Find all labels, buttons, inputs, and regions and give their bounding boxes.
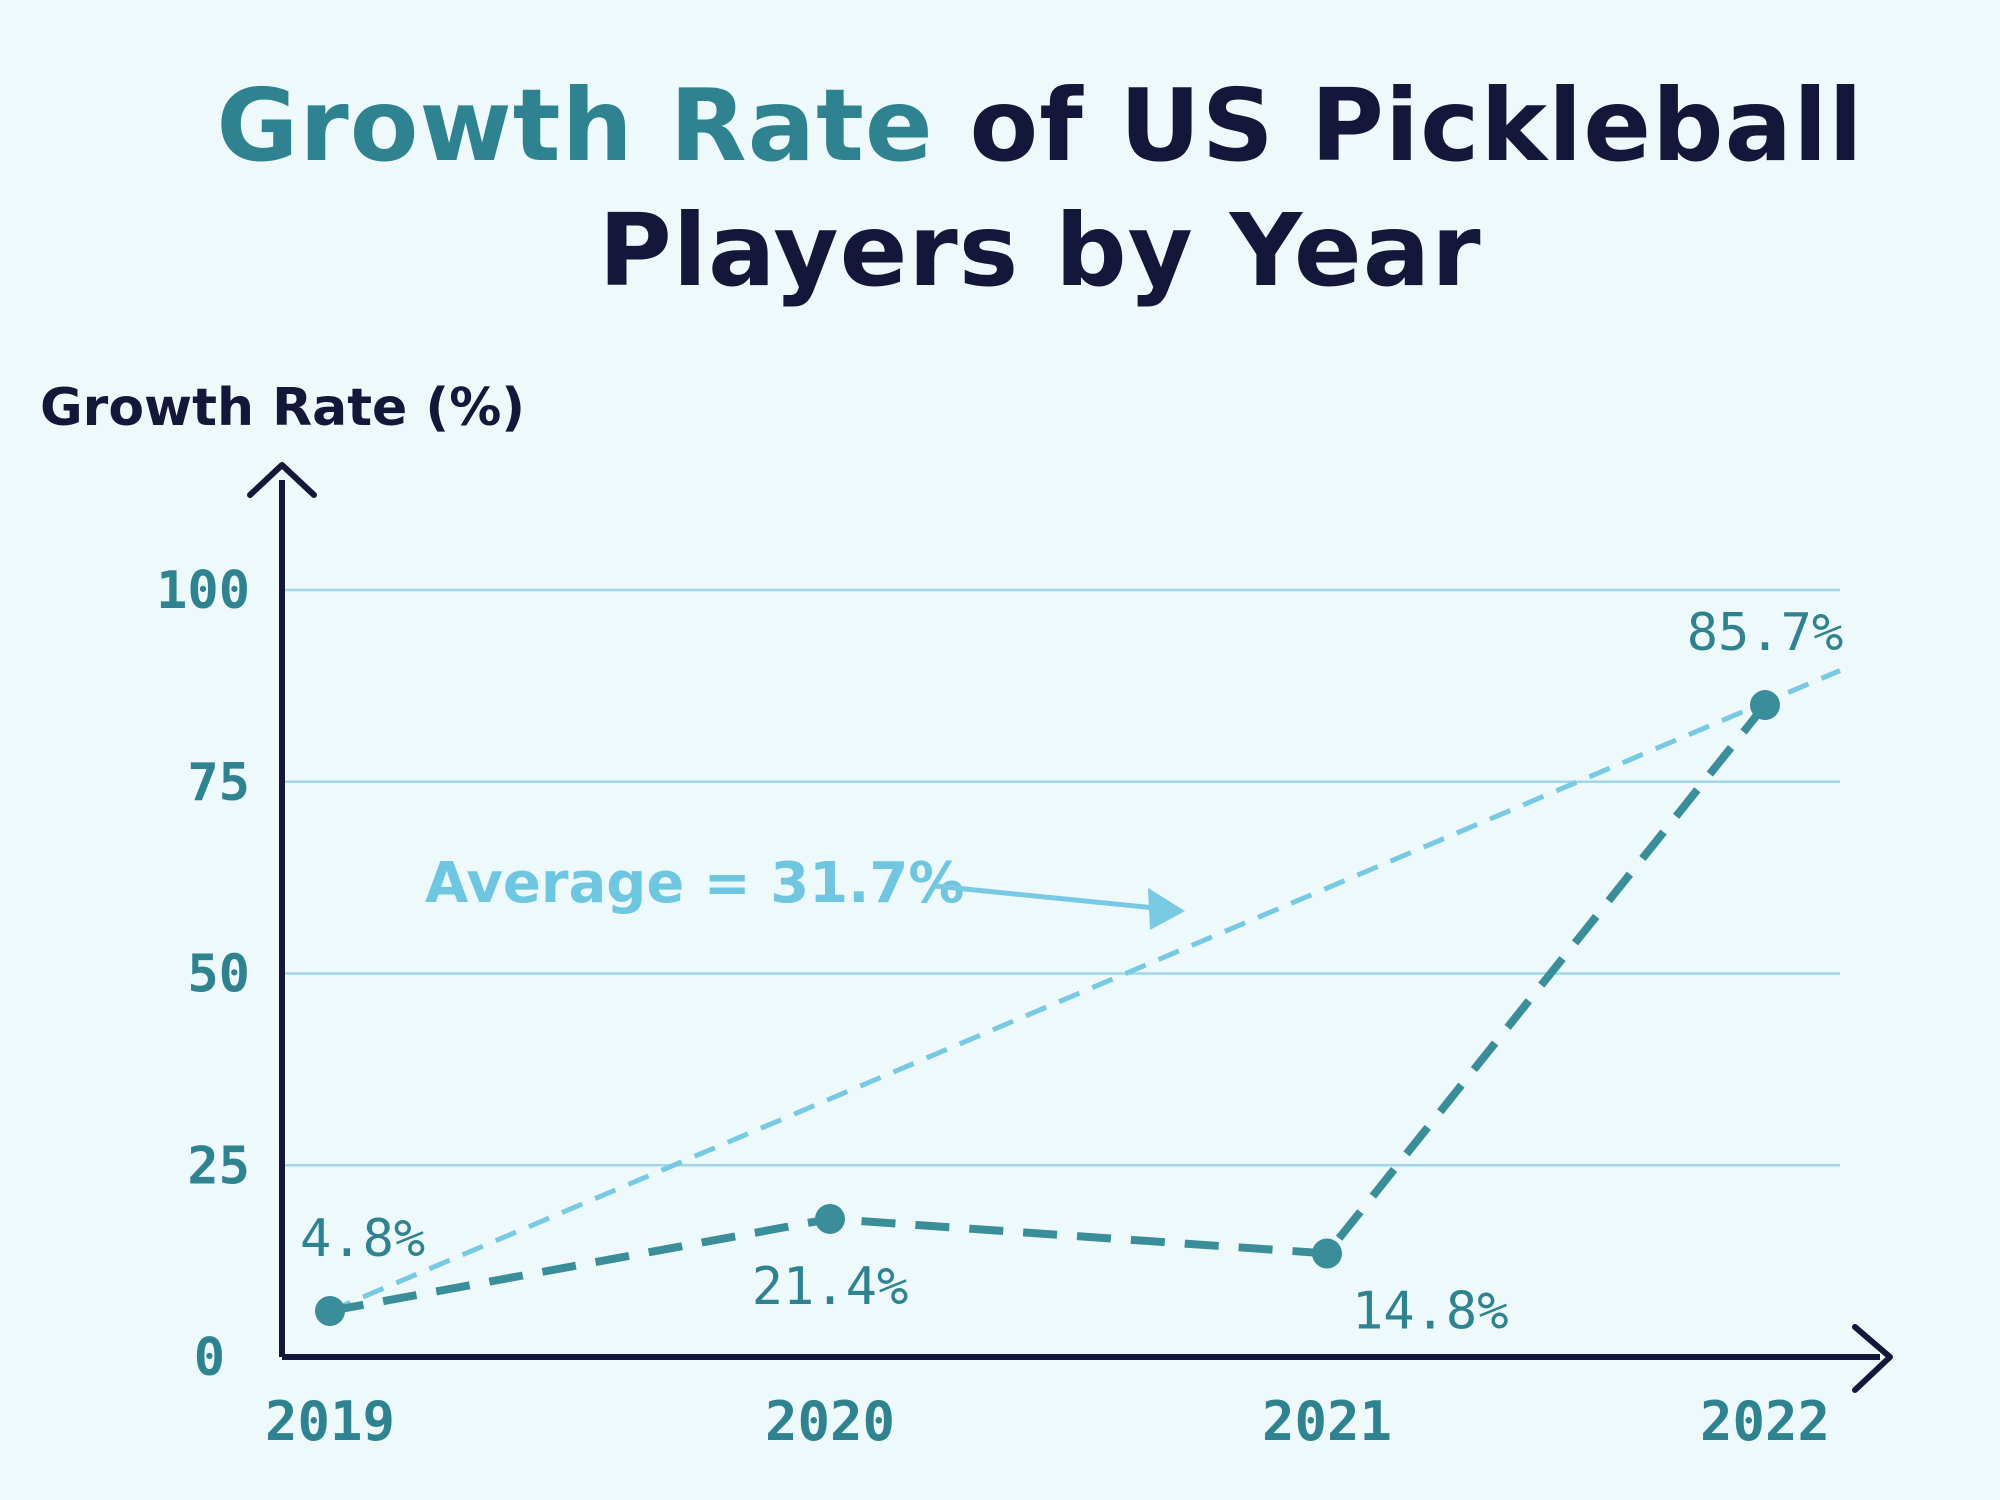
data-label: 85.7% [1687,603,1844,663]
chart-title-line2: Players by Year [598,192,1481,309]
series-line [329,702,1769,1315]
x-tick-label: 2020 [765,1390,895,1453]
y-tick-label: 25 [187,1136,250,1196]
y-tick-label: 50 [187,945,250,1005]
y-axis-arrow-icon [247,462,317,498]
chart-title-line1: Growth Rate of US Pickleball [216,67,1863,184]
series-points [315,690,1780,1326]
data-label: 4.8% [300,1209,425,1269]
data-point [315,1295,345,1326]
title-rest: of US Pickleball [934,67,1864,184]
average-annotation: Average = 31.7% [425,851,965,916]
data-point [815,1203,845,1234]
y-tick-label: 0 [194,1328,225,1388]
average-trend-line [329,668,1841,1314]
x-tick-label: 2021 [1262,1390,1392,1453]
y-tick-labels: 0 25 50 75 100 [156,561,250,1388]
data-point [1750,690,1780,721]
annotation-arrow-line [934,883,1156,911]
data-label: 14.8% [1352,1281,1509,1341]
grid-lines [282,588,1840,1167]
data-label: 21.4% [752,1257,909,1317]
annotation-arrow-icon [1148,888,1185,930]
y-tick-label: 75 [187,753,250,813]
y-axis-label: Growth Rate (%) [40,378,525,438]
x-tick-labels: 2019 2020 2021 2022 [265,1390,1830,1453]
data-point [1312,1238,1342,1269]
x-tick-label: 2022 [1700,1390,1830,1453]
x-tick-label: 2019 [265,1390,395,1453]
y-tick-label: 100 [156,561,250,621]
title-accent: Growth Rate [216,67,933,184]
x-axis-arrow-icon [1852,1324,1893,1393]
data-labels: 4.8% 21.4% 14.8% 85.7% [300,603,1843,1341]
